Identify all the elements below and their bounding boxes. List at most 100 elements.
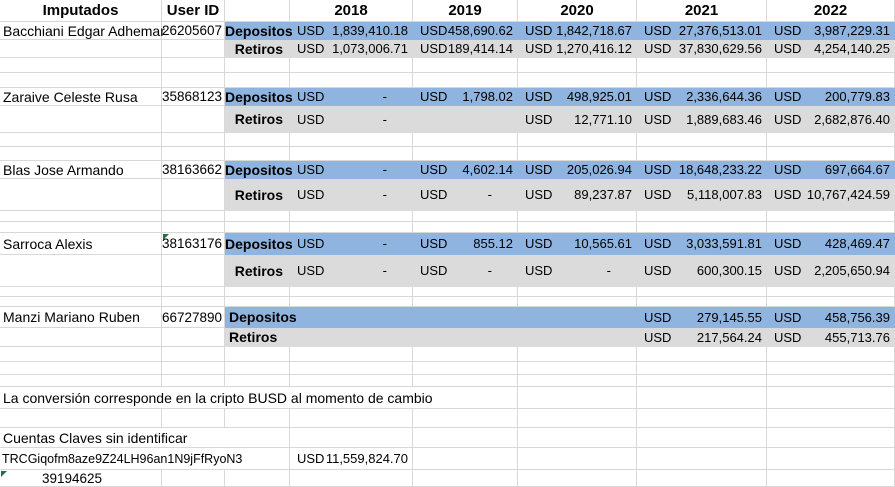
cell-blank[interactable]	[637, 147, 767, 161]
cell-wallet-amount[interactable]: USD 11,559,824.70	[290, 448, 413, 470]
cell-blank[interactable]	[767, 428, 895, 448]
cell-blank[interactable]	[0, 347, 162, 362]
cell-user-id[interactable]: 35868123	[162, 88, 225, 106]
cell-blank[interactable]	[290, 428, 413, 448]
cell-blank[interactable]	[518, 297, 637, 307]
cell-deposit-2021[interactable]: USD 27,376,513.01	[637, 22, 767, 40]
cell-row-label-retiros[interactable]: Retiros	[225, 255, 290, 287]
cell-blank[interactable]	[0, 409, 162, 428]
cell-withdrawal-2022[interactable]: USD 2,682,876.40	[767, 106, 895, 133]
cell-blank[interactable]	[0, 255, 162, 287]
cell-imputado-name[interactable]: Zaraive Celeste Rusa	[0, 88, 162, 106]
cell-blank[interactable]	[290, 211, 413, 222]
cell-blank[interactable]	[413, 362, 518, 375]
cell-blank[interactable]	[162, 133, 225, 147]
cell-blank[interactable]	[413, 58, 518, 73]
cell-blank[interactable]	[767, 58, 895, 73]
cell-blank[interactable]	[0, 287, 162, 297]
cell-blank[interactable]	[162, 211, 225, 222]
cell-blank[interactable]	[413, 347, 518, 362]
cell-user-id[interactable]: 66727890	[162, 307, 225, 328]
cell-blank[interactable]	[290, 287, 413, 297]
cell-blank[interactable]	[518, 387, 637, 409]
cell-blank[interactable]	[518, 448, 637, 470]
cell-blank[interactable]	[225, 58, 290, 73]
cell-blank[interactable]	[637, 347, 767, 362]
cell-deposit-2019[interactable]: USD 1,798.02	[413, 88, 518, 106]
cell-blank[interactable]	[637, 211, 767, 222]
cell-deposit-2022[interactable]: USD 697,664.67	[767, 161, 895, 179]
cell-blank[interactable]	[518, 133, 637, 147]
cell-blank[interactable]	[518, 375, 637, 387]
cell-blank[interactable]	[162, 255, 225, 287]
cell-blank[interactable]	[290, 58, 413, 73]
cell-blank[interactable]	[162, 179, 225, 211]
cell-blank[interactable]	[518, 362, 637, 375]
cell-blank[interactable]	[413, 287, 518, 297]
cell-blank[interactable]	[162, 375, 225, 387]
cell-blank[interactable]	[637, 287, 767, 297]
cell-withdrawal-2020[interactable]: USD -	[518, 255, 637, 287]
cell-withdrawal-2021[interactable]: USD 600,300.15	[637, 255, 767, 287]
cell-row-label-retiros[interactable]: Retiros	[225, 328, 290, 347]
cell-deposit-2019[interactable]: USD 855.12	[413, 233, 518, 255]
cell-deposit-2018[interactable]: USD -	[290, 161, 413, 179]
cell-blank[interactable]	[0, 211, 162, 222]
cell-withdrawal-2022[interactable]: USD 455,713.76	[767, 328, 895, 347]
cell-imputado-name[interactable]: Bacchiani Edgar Adhemar	[0, 22, 165, 40]
cell-blank[interactable]	[290, 470, 413, 487]
cell-blank[interactable]	[637, 297, 767, 307]
cell-withdrawal-2021[interactable]: USD 5,118,007.83	[637, 179, 767, 211]
cell-deposit-2021[interactable]: USD 279,145.55	[637, 307, 767, 328]
cell-blank[interactable]	[767, 222, 895, 233]
cell-row-label-depositos[interactable]: Depositos	[225, 233, 293, 255]
cell-blank[interactable]	[637, 222, 767, 233]
cell-blank[interactable]	[162, 58, 225, 73]
cell-blank[interactable]	[290, 222, 413, 233]
cell-deposit-2018[interactable]: USD 1,839,410.18	[290, 22, 413, 40]
cell-blank[interactable]	[162, 222, 225, 233]
cell-blank[interactable]	[518, 211, 637, 222]
header-cell-year-2021[interactable]: 2021	[637, 0, 767, 22]
cell-deposit-2021[interactable]: USD 18,648,233.22	[637, 161, 767, 179]
cell-blank[interactable]	[767, 347, 895, 362]
cell-blank[interactable]	[413, 211, 518, 222]
cell-withdrawal-2020[interactable]: USD 12,771.10	[518, 106, 637, 133]
cell-withdrawal-2022[interactable]: USD 2,205,650.94	[767, 255, 895, 287]
cell-wallet-address[interactable]: TRCGiqofm8aze9Z24LH96an1N9jFfRyoN3	[0, 448, 290, 470]
cell-deposit-2022[interactable]: USD 428,469.47	[767, 233, 895, 255]
cell-withdrawal-2022[interactable]: USD 4,254,140.25	[767, 40, 895, 58]
header-cell-year-2018[interactable]: 2018	[290, 0, 413, 22]
cell-blank[interactable]	[637, 448, 767, 470]
cell-blank[interactable]	[767, 387, 895, 409]
cell-row-label-depositos[interactable]: Depositos	[225, 161, 293, 179]
cell-withdrawal-2021[interactable]: USD 1,889,683.46	[637, 106, 767, 133]
cell-blank[interactable]	[162, 409, 225, 428]
header-cell-year-2022[interactable]: 2022	[767, 0, 895, 22]
cell-row-label-retiros[interactable]: Retiros	[225, 40, 290, 58]
cell-blank[interactable]	[0, 297, 162, 307]
cell-blank[interactable]	[0, 362, 162, 375]
cell-deposit-2018[interactable]	[290, 307, 413, 328]
cell-deposit-2021[interactable]: USD 2,336,644.36	[637, 88, 767, 106]
cell-blank[interactable]	[637, 362, 767, 375]
cell-blank[interactable]	[290, 409, 413, 428]
cell-blank[interactable]	[413, 428, 518, 448]
cell-blank[interactable]	[637, 58, 767, 73]
cell-row-label-depositos[interactable]: Depositos	[225, 88, 293, 106]
cell-blank[interactable]	[225, 287, 290, 297]
cell-blank[interactable]	[162, 297, 225, 307]
cell-deposit-2020[interactable]: USD 1,842,718.67	[518, 22, 637, 40]
cell-withdrawal-2019[interactable]	[413, 106, 518, 133]
cell-blank[interactable]	[767, 147, 895, 161]
cell-blank[interactable]	[518, 409, 637, 428]
cell-blank[interactable]	[225, 362, 290, 375]
cell-blank[interactable]	[767, 287, 895, 297]
cell-imputado-name[interactable]: Manzi Mariano Ruben	[0, 307, 162, 328]
cell-blank[interactable]	[0, 73, 162, 88]
cell-blank[interactable]	[518, 222, 637, 233]
cell-blank[interactable]	[0, 40, 162, 58]
header-cell-userid[interactable]: User ID	[162, 0, 225, 22]
cell-withdrawal-2020[interactable]: USD 1,270,416.12	[518, 40, 637, 58]
cell-withdrawal-2019[interactable]	[413, 328, 518, 347]
